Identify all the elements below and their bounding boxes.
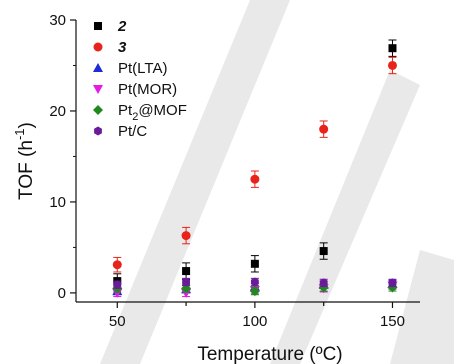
legend-marker xyxy=(93,63,103,72)
series-hexagon xyxy=(113,277,397,290)
y-ticks: 0 10 20 30 xyxy=(49,12,76,302)
legend-label-main: 3 xyxy=(118,39,127,56)
legend-label: Pt(LTA) xyxy=(118,60,167,77)
data-point xyxy=(182,267,191,276)
legend-label-main: Pt/C xyxy=(118,123,147,140)
legend-label: 2 xyxy=(117,18,127,35)
data-point xyxy=(388,278,397,288)
legend-entry: Pt2@MOF xyxy=(93,102,187,123)
x-ticks: 50 100 150 xyxy=(109,302,405,330)
data-point xyxy=(181,231,191,241)
x-tick-label: 150 xyxy=(380,313,405,330)
legend-marker xyxy=(94,22,102,30)
data-point xyxy=(388,44,397,53)
legend-entry: Pt(LTA) xyxy=(93,60,167,77)
legend-entry: Pt(MOR) xyxy=(93,81,177,98)
data-point xyxy=(181,288,192,298)
legend-marker xyxy=(93,85,103,94)
legend-label-main: Pt(LTA) xyxy=(118,60,167,77)
y-tick-label: 30 xyxy=(49,12,66,29)
legend-label-main: 2 xyxy=(117,18,127,35)
data-points xyxy=(112,39,398,298)
y-tick-label: 0 xyxy=(58,285,66,302)
y-axis-title: TOF (h-1) xyxy=(12,122,37,200)
y-tick-label: 20 xyxy=(49,103,66,120)
legend-marker xyxy=(94,126,102,136)
data-point xyxy=(249,286,260,297)
legend-label-main: Pt(MOR) xyxy=(118,81,177,98)
legend-entry: Pt/C xyxy=(94,123,147,140)
data-point xyxy=(250,259,259,268)
legend-label: Pt(MOR) xyxy=(118,81,177,98)
data-point xyxy=(250,277,259,287)
data-point xyxy=(250,174,260,184)
plot-area xyxy=(75,20,420,303)
x-tick-label: 100 xyxy=(242,313,267,330)
legend-label-subscript: 2 xyxy=(132,111,138,123)
legend-entry: 3 xyxy=(93,39,127,56)
data-point xyxy=(113,280,122,290)
legend-marker xyxy=(93,42,103,52)
watermark xyxy=(100,0,454,364)
data-point xyxy=(319,247,328,256)
data-point xyxy=(319,124,329,134)
data-point xyxy=(112,260,122,270)
y-axis-title-main: TOF (h xyxy=(16,140,37,200)
x-axis-title: Temperature (ºC) xyxy=(197,344,342,364)
legend-entry: 2 xyxy=(94,18,127,35)
legend-marker xyxy=(93,105,103,115)
series-circle xyxy=(112,56,397,273)
legend-label-main: Pt xyxy=(118,102,133,119)
data-point xyxy=(319,278,328,288)
legend-label-rest: @MOF xyxy=(138,102,187,119)
legend-label: Pt2@MOF xyxy=(118,102,187,123)
legend-label: 3 xyxy=(118,39,127,56)
data-point xyxy=(387,60,397,70)
y-axis-title-close: ) xyxy=(16,122,37,128)
legend-label: Pt/C xyxy=(118,123,147,140)
y-axis-title-superscript: -1 xyxy=(12,128,27,140)
y-tick-label: 10 xyxy=(49,194,66,211)
data-point xyxy=(182,277,190,287)
x-tick-label: 50 xyxy=(109,313,126,330)
data-point xyxy=(112,288,123,298)
